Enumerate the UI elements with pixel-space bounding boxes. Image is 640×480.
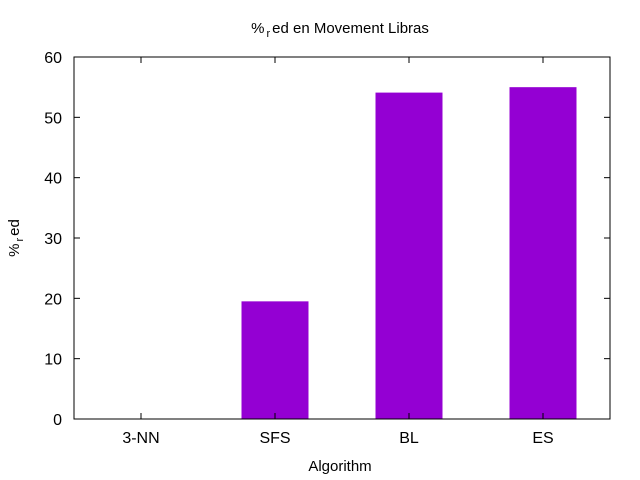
y-tick-label: 20 [44,291,62,308]
y-tick-label: 0 [53,412,62,429]
bar-bl [375,92,443,419]
x-axis-ticks: 3-NN SFS BL ES [122,57,554,447]
y-axis-ticks: 0 10 20 30 40 50 60 [44,50,610,429]
y-axis-label: %red [6,219,26,257]
bars-group [241,87,577,420]
x-tick-label: BL [399,430,419,447]
x-tick-label: ES [532,430,553,447]
y-tick-label: 40 [44,171,62,188]
y-tick-label: 30 [44,231,62,248]
bar-es [509,87,577,420]
x-tick-label: 3-NN [122,430,159,447]
y-tick-label: 50 [44,110,62,127]
y-tick-label: 10 [44,352,62,369]
bar-sfs [241,301,309,419]
y-tick-label: 60 [44,50,62,67]
chart-title: % r ed en Movement Libras [251,20,429,40]
x-axis-label: Algorithm [308,458,371,475]
x-tick-label: SFS [259,430,290,447]
